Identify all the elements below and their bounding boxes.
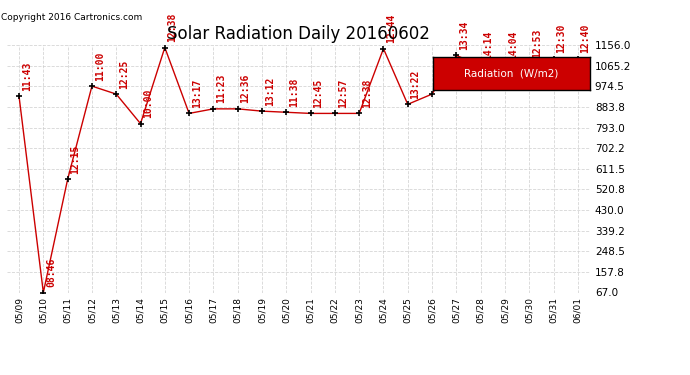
Text: 13:34: 13:34 xyxy=(459,21,469,50)
Text: 14:04: 14:04 xyxy=(508,31,518,60)
Text: 12:04: 12:04 xyxy=(435,59,445,88)
Text: 13:17: 13:17 xyxy=(192,78,202,108)
Text: 11:43: 11:43 xyxy=(22,62,32,91)
Text: 11:38: 11:38 xyxy=(289,77,299,107)
Text: 12:38: 12:38 xyxy=(362,78,372,108)
Text: 12:15: 12:15 xyxy=(70,144,81,174)
Text: 11:00: 11:00 xyxy=(95,51,105,81)
Text: 12:57: 12:57 xyxy=(337,78,348,108)
Text: 12:40: 12:40 xyxy=(580,24,591,53)
Text: 13:22: 13:22 xyxy=(411,69,420,99)
Text: 08:46: 08:46 xyxy=(46,258,56,287)
Text: 12:53: 12:53 xyxy=(532,28,542,58)
Text: Copyright 2016 Cartronics.com: Copyright 2016 Cartronics.com xyxy=(1,13,142,22)
Text: 11:23: 11:23 xyxy=(216,74,226,103)
Text: 12:25: 12:25 xyxy=(119,59,129,88)
Text: 12:45: 12:45 xyxy=(313,78,324,108)
Text: 14:14: 14:14 xyxy=(484,31,493,60)
Text: 10:00: 10:00 xyxy=(144,89,153,118)
Text: 12:30: 12:30 xyxy=(556,24,566,53)
Text: 13:12: 13:12 xyxy=(265,76,275,106)
Title: Solar Radiation Daily 20160602: Solar Radiation Daily 20160602 xyxy=(167,26,430,44)
Text: 12:38: 12:38 xyxy=(168,13,177,42)
Text: 12:36: 12:36 xyxy=(241,74,250,103)
Text: 12:44: 12:44 xyxy=(386,14,396,43)
